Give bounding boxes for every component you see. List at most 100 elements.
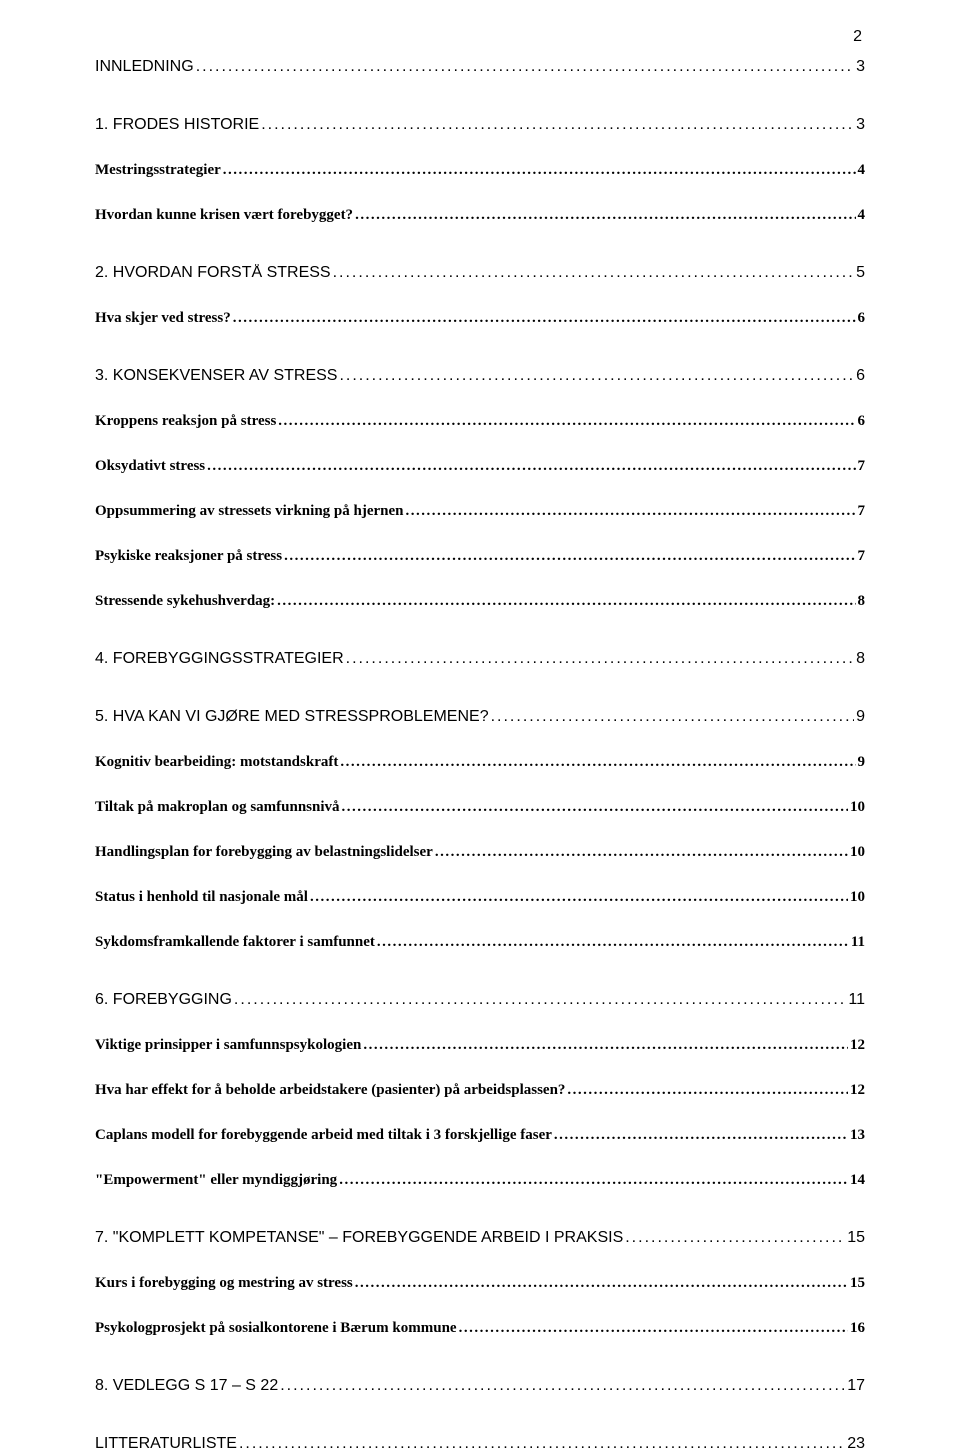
toc-leader-dots [361,1037,848,1054]
toc-entry-label: Psykologprosjekt på sosialkontorene i Bæ… [95,1320,457,1337]
toc-heading-entry: INNLEDNING 3 [95,58,865,76]
toc-entry-page: 16 [850,1320,865,1337]
toc-entry-page: 10 [850,799,865,816]
toc-leader-dots [232,991,846,1009]
toc-entry-page: 4 [858,162,866,179]
toc-entry-page: 6 [858,310,866,327]
toc-leader-dots [278,1377,845,1395]
toc-entry-page: 7 [858,548,866,565]
toc-entry-label: "Empowerment" eller myndiggjøring [95,1172,337,1189]
toc-heading-entry: 2. HVORDAN FORSTÅ STRESS 5 [95,264,865,282]
toc-leader-dots [353,1275,848,1292]
toc-entry-label: 4. FOREBYGGINGSSTRATEGIER [95,650,344,668]
toc-sub-entry: Hvordan kunne krisen vært forebygget? 4 [95,207,865,224]
toc-sub-entry: Hva har effekt for å beholde arbeidstake… [95,1082,865,1099]
toc-entry-label: Mestringsstrategier [95,162,221,179]
toc-entry-page: 11 [848,991,865,1009]
toc-sub-entry: "Empowerment" eller myndiggjøring 14 [95,1172,865,1189]
toc-entry-page: 11 [851,934,865,951]
toc-sub-entry: Psykiske reaksjoner på stress 7 [95,548,865,565]
toc-entry-label: Kroppens reaksjon på stress [95,413,276,430]
table-of-contents: INNLEDNING 3 1. FRODES HISTORIE 3 Mestringss… [95,58,865,1453]
toc-heading-entry: 4. FOREBYGGINGSSTRATEGIER 8 [95,650,865,668]
toc-leader-dots [353,207,855,224]
toc-leader-dots [282,548,855,565]
toc-entry-page: 8 [856,650,865,668]
toc-entry-page: 3 [856,116,865,134]
toc-entry-page: 4 [858,207,866,224]
toc-entry-page: 23 [847,1435,865,1453]
toc-entry-label: Handlingsplan for forebygging av belastn… [95,844,433,861]
toc-entry-label: Hvordan kunne krisen vært forebygget? [95,207,353,224]
toc-leader-dots [623,1229,845,1247]
toc-leader-dots [221,162,856,179]
toc-entry-page: 17 [847,1377,865,1395]
toc-leader-dots [237,1435,845,1453]
toc-heading-entry: 3. KONSEKVENSER AV STRESS6 [95,367,865,385]
toc-leader-dots [340,799,848,816]
toc-sub-entry: Status i henhold til nasjonale mål 10 [95,889,865,906]
toc-sub-entry: Sykdomsframkallende faktorer i samfunnet… [95,934,865,951]
toc-entry-label: Oksydativt stress [95,458,205,475]
toc-entry-page: 9 [858,754,866,771]
toc-leader-dots [404,503,856,520]
toc-heading-entry: 7. "KOMPLETT KOMPETANSE" – FOREBYGGENDE … [95,1229,865,1247]
toc-leader-dots [194,58,854,76]
toc-entry-page: 14 [850,1172,865,1189]
toc-entry-page: 7 [858,503,866,520]
toc-leader-dots [331,264,855,282]
toc-leader-dots [337,1172,848,1189]
toc-entry-page: 7 [858,458,866,475]
toc-leader-dots [205,458,855,475]
toc-entry-page: 5 [856,264,865,282]
toc-heading-entry: 6. FOREBYGGING 11 [95,991,865,1009]
toc-entry-label: 8. VEDLEGG S 17 – S 22 [95,1377,278,1395]
toc-entry-label: 5. HVA KAN VI GJØRE MED STRESSPROBLEMENE… [95,708,489,726]
toc-entry-label: Oppsummering av stressets virkning på hj… [95,503,404,520]
toc-entry-label: Hva skjer ved stress? [95,310,231,327]
toc-entry-page: 12 [850,1037,865,1054]
toc-leader-dots [275,593,855,610]
toc-entry-label: 2. HVORDAN FORSTÅ STRESS [95,264,331,282]
toc-leader-dots [276,413,855,430]
toc-sub-entry: Oksydativt stress 7 [95,458,865,475]
toc-sub-entry: Viktige prinsipper i samfunnspsykologien… [95,1037,865,1054]
toc-sub-entry: Kurs i forebygging og mestring av stress… [95,1275,865,1292]
toc-leader-dots [344,650,854,668]
toc-leader-dots [489,708,855,726]
toc-sub-entry: Tiltak på makroplan og samfunnsnivå 10 [95,799,865,816]
toc-entry-label: Caplans modell for forebyggende arbeid m… [95,1127,552,1144]
page-number: 2 [853,28,862,46]
toc-heading-entry: 8. VEDLEGG S 17 – S 22 17 [95,1377,865,1395]
toc-leader-dots [338,754,855,771]
toc-sub-entry: Oppsummering av stressets virkning på hj… [95,503,865,520]
toc-entry-label: 6. FOREBYGGING [95,991,232,1009]
toc-sub-entry: Kroppens reaksjon på stress6 [95,413,865,430]
toc-leader-dots [375,934,849,951]
toc-entry-page: 6 [856,367,865,385]
toc-sub-entry: Hva skjer ved stress? 6 [95,310,865,327]
toc-leader-dots [433,844,848,861]
toc-entry-page: 15 [850,1275,865,1292]
toc-entry-page: 8 [858,593,866,610]
toc-entry-label: Psykiske reaksjoner på stress [95,548,282,565]
toc-entry-label: Tiltak på makroplan og samfunnsnivå [95,799,340,816]
toc-entry-page: 10 [850,889,865,906]
toc-sub-entry: Kognitiv bearbeiding: motstandskraft 9 [95,754,865,771]
toc-entry-label: 1. FRODES HISTORIE [95,116,259,134]
toc-leader-dots [259,116,854,134]
toc-entry-label: Status i henhold til nasjonale mål [95,889,308,906]
toc-leader-dots [565,1082,848,1099]
toc-heading-entry: 1. FRODES HISTORIE 3 [95,116,865,134]
toc-sub-entry: Mestringsstrategier 4 [95,162,865,179]
toc-sub-entry: Stressende sykehushverdag: 8 [95,593,865,610]
toc-entry-page: 3 [856,58,865,76]
toc-entry-page: 12 [850,1082,865,1099]
toc-entry-label: LITTERATURLISTE [95,1435,237,1453]
toc-entry-label: Kognitiv bearbeiding: motstandskraft [95,754,338,771]
toc-entry-label: INNLEDNING [95,58,194,76]
toc-heading-entry: LITTERATURLISTE 23 [95,1435,865,1453]
toc-entry-label: Hva har effekt for å beholde arbeidstake… [95,1082,565,1099]
toc-entry-label: Sykdomsframkallende faktorer i samfunnet [95,934,375,951]
toc-entry-label: Stressende sykehushverdag: [95,593,275,610]
